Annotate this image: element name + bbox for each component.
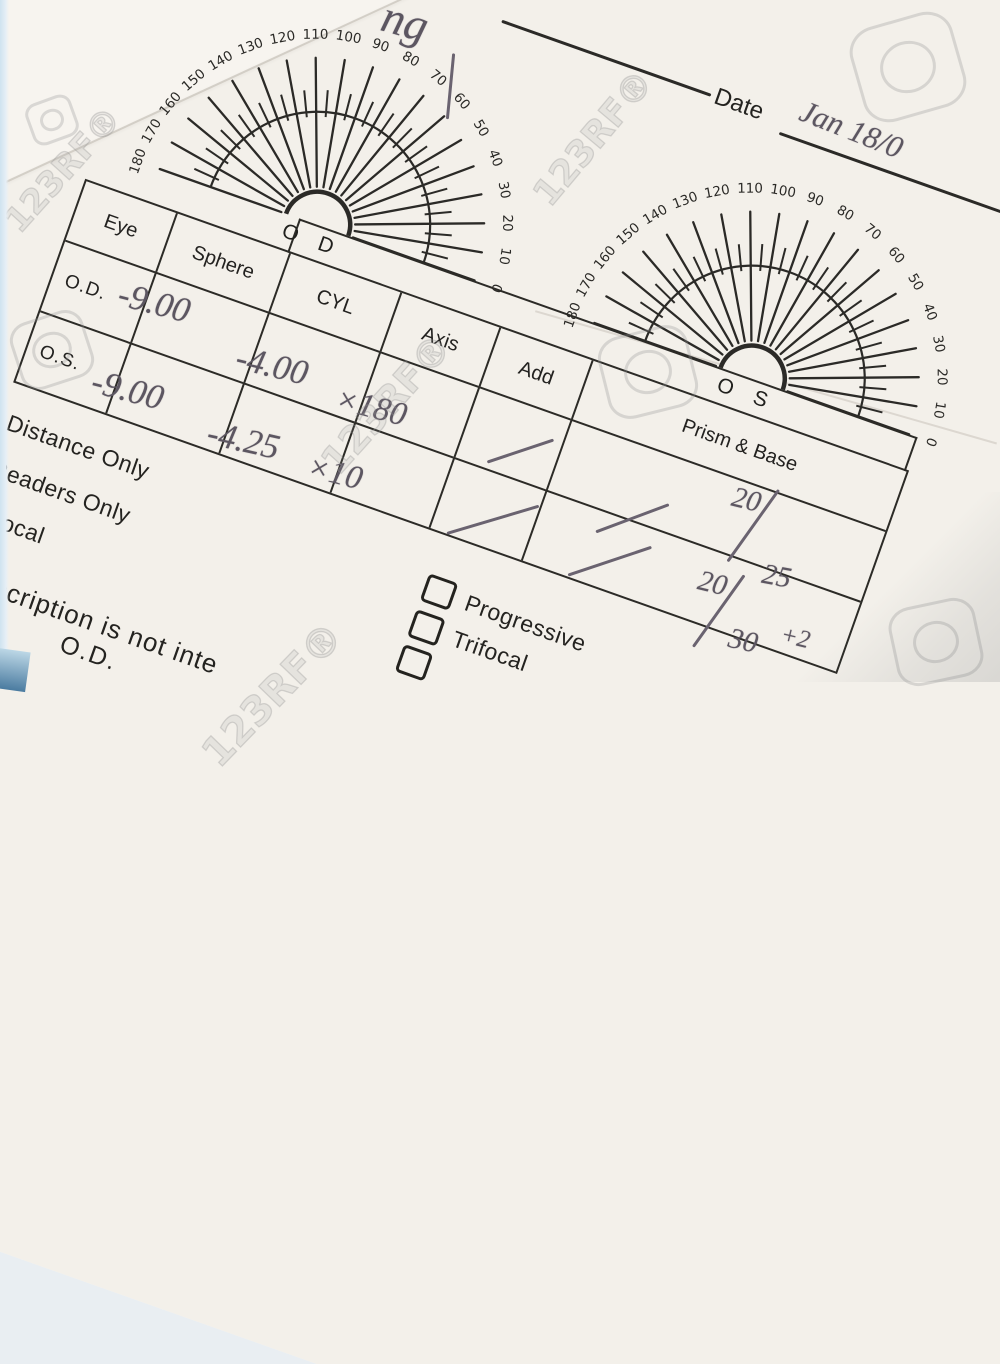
svg-text:130: 130 [236,35,266,59]
svg-text:10: 10 [930,400,949,420]
svg-text:90: 90 [804,189,826,210]
svg-text:120: 120 [703,182,731,202]
svg-text:180: 180 [126,147,150,177]
svg-text:140: 140 [206,48,236,75]
axis-protractor-od: 0102030405060708090100110120130140150160… [126,27,515,295]
svg-text:80: 80 [399,48,422,70]
handwritten-acuity-od-denominator: 25 [759,557,794,595]
svg-text:60: 60 [450,90,473,113]
svg-text:160: 160 [156,89,185,119]
svg-text:30: 30 [929,334,948,354]
svg-text:170: 170 [138,116,165,146]
svg-text:130: 130 [670,189,700,213]
svg-text:40: 40 [919,301,940,323]
svg-text:40: 40 [485,147,506,169]
svg-text:150: 150 [179,66,209,95]
svg-text:30: 30 [495,180,514,200]
svg-text:100: 100 [769,181,797,201]
svg-text:100: 100 [334,27,362,47]
svg-text:60: 60 [885,244,908,267]
photo-of-eyeglass-prescription: { "photo": { "name_value": "ng", "date":… [0,0,1000,682]
svg-text:90: 90 [370,35,392,56]
svg-text:80: 80 [834,202,857,224]
svg-text:150: 150 [613,220,643,249]
svg-text:70: 70 [861,220,884,243]
svg-text:110: 110 [303,27,329,43]
svg-text:20: 20 [934,368,950,385]
svg-text:0: 0 [922,435,940,448]
svg-text:120: 120 [268,28,296,48]
svg-text:50: 50 [470,117,493,140]
svg-text:20: 20 [499,214,515,231]
svg-text:160: 160 [591,243,620,273]
svg-text:140: 140 [640,202,670,229]
svg-text:170: 170 [573,270,600,300]
svg-text:70: 70 [426,67,449,90]
svg-text:10: 10 [495,246,514,266]
svg-text:50: 50 [904,271,927,294]
svg-text:110: 110 [737,181,763,197]
